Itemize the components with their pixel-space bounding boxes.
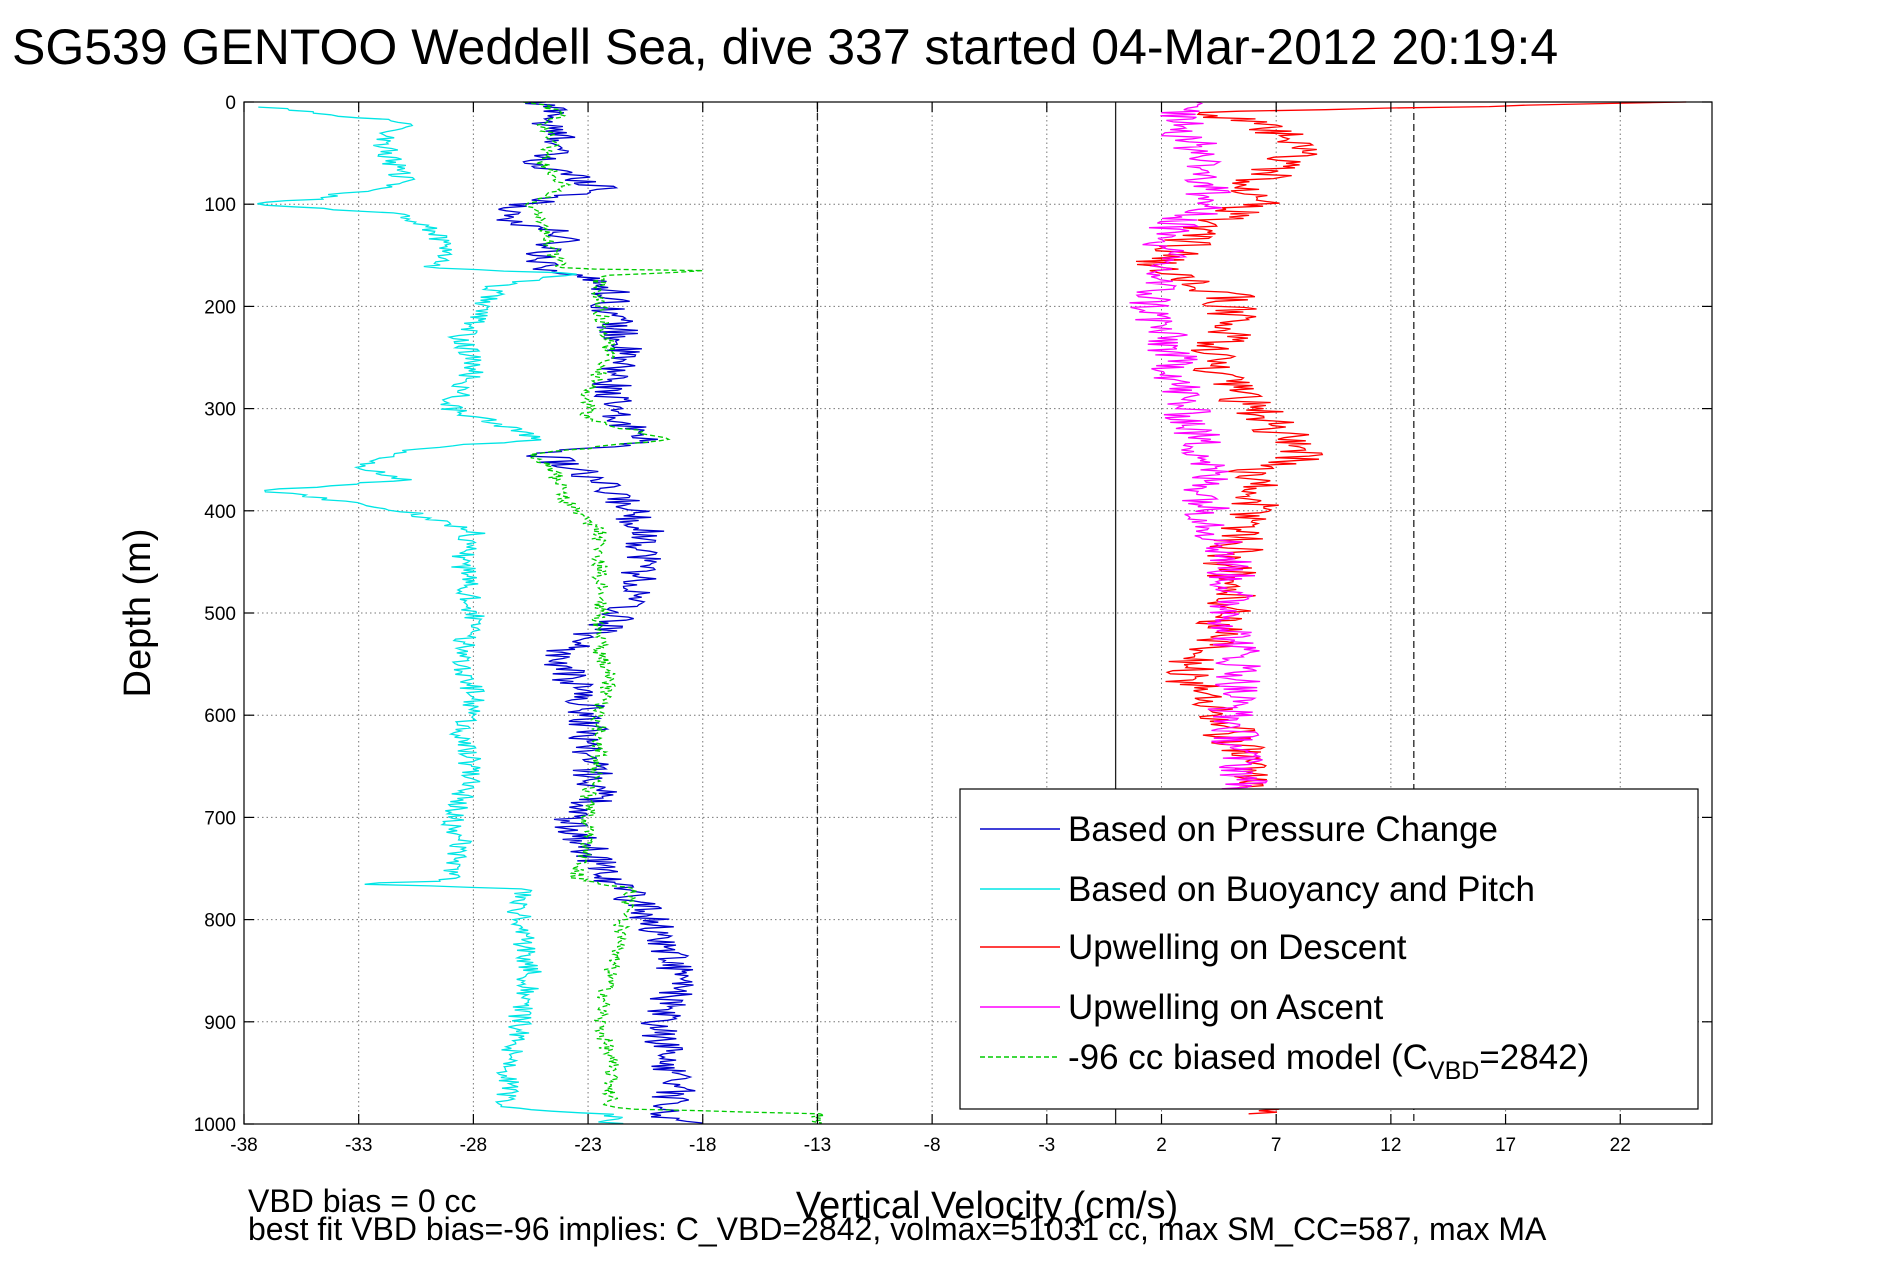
legend-box	[959, 788, 1699, 1110]
x-tick-label: -18	[689, 1135, 716, 1156]
y-tick-label: 100	[204, 195, 236, 216]
series-line-1	[257, 106, 624, 1125]
y-tick-label: 900	[204, 1013, 236, 1034]
x-tick-label: -8	[924, 1135, 941, 1156]
y-tick-label: 1000	[194, 1115, 236, 1136]
x-tick-label: -13	[804, 1135, 831, 1156]
footer-line-2: best fit VBD bias=-96 implies: C_VBD=284…	[248, 1211, 1547, 1247]
x-tick-label: -33	[345, 1135, 372, 1156]
y-tick-label: 800	[204, 911, 236, 932]
x-tick-label: 22	[1610, 1135, 1631, 1156]
y-tick-label: 500	[204, 604, 236, 625]
series-line-3	[1129, 101, 1274, 818]
legend: Based on Pressure Change Based on Buoyanc…	[959, 788, 1699, 1110]
legend-entry: -96 cc biased model (CVBD=2842)	[1068, 1038, 1589, 1085]
x-tick-label: 12	[1380, 1135, 1401, 1156]
series-line-4	[523, 101, 825, 1124]
y-tick-label: 0	[225, 93, 236, 114]
x-tick-label: -23	[574, 1135, 601, 1156]
x-tick-label: 7	[1271, 1135, 1282, 1156]
x-tick-label: 2	[1156, 1135, 1167, 1156]
y-tick-label: 700	[204, 808, 236, 829]
legend-entry: Based on Buoyancy and Pitch	[1068, 870, 1535, 909]
x-tick-label: -28	[460, 1135, 487, 1156]
y-tick-label: 200	[204, 297, 236, 318]
ticks: -38 -33 -28 -23 -18 -13 -8 -3 2 7 12 17 22 0 100 200 300…	[194, 93, 1712, 1156]
legend-entry: Upwelling on Descent	[1068, 928, 1407, 967]
legend-entry: Based on Pressure Change	[1068, 810, 1498, 849]
x-tick-label: 17	[1495, 1135, 1516, 1156]
y-tick-label: 400	[204, 502, 236, 523]
y-axis-label: Depth (m)	[117, 529, 159, 698]
y-tick-label: 300	[204, 400, 236, 421]
x-tick-label: -3	[1038, 1135, 1055, 1156]
y-tick-label: 600	[204, 706, 236, 727]
footer-line-1: VBD bias = 0 cc	[248, 1183, 477, 1219]
chart-title: SG539 GENTOO Weddell Sea, dive 337 start…	[12, 19, 1558, 75]
x-axis-label: Vertical Velocity (cm/s)	[796, 1185, 1178, 1227]
legend-entry: Upwelling on Ascent	[1068, 988, 1383, 1027]
x-tick-label: -38	[230, 1135, 257, 1156]
